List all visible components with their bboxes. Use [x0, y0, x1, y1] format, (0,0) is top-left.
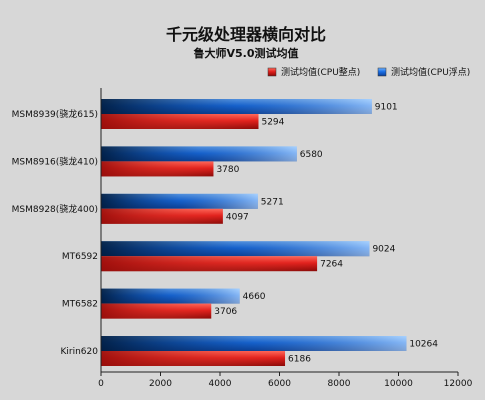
- value-label-int-0: 5294: [261, 118, 284, 128]
- legend-label-int: 测试均值(CPU整点): [281, 66, 360, 78]
- category-label-2: MSM8928(骁龙400): [12, 203, 98, 215]
- x-tick-label-4: 8000: [328, 379, 351, 389]
- x-tick-label-2: 4000: [209, 379, 232, 389]
- bar-int-shade-0: [101, 114, 259, 129]
- category-label-1: MSM8916(骁龙410): [12, 155, 98, 167]
- value-label-int-4: 3706: [214, 307, 237, 317]
- labels-group: 9101 5294 MSM8939(骁龙615) 6580 3780 MSM8916(骁龙…: [12, 103, 439, 365]
- legend-label-float: 测试均值(CPU浮点): [391, 66, 470, 78]
- bar-int-shade-3: [101, 256, 318, 272]
- chart-subtitle: 鲁大师V5.0测试均值: [194, 46, 299, 60]
- value-label-int-3: 7264: [320, 260, 343, 270]
- value-label-int-1: 3780: [216, 165, 239, 175]
- value-label-int-2: 4097: [226, 212, 249, 222]
- bar-int-shade-4: [101, 303, 212, 319]
- value-label-float-5: 10264: [409, 340, 438, 350]
- bar-float-shade-3: [101, 241, 370, 257]
- value-label-float-4: 4660: [243, 292, 266, 302]
- x-ticks: 0 2000 4000 6000 8000 10000 12000: [98, 372, 473, 389]
- value-label-float-1: 6580: [300, 150, 323, 160]
- bar-int-shade-2: [101, 208, 223, 224]
- value-label-float-3: 9024: [372, 245, 395, 255]
- legend-swatch-int: [267, 67, 277, 77]
- bars-group: [101, 99, 407, 366]
- value-label-int-5: 6186: [288, 355, 311, 365]
- category-label-0: MSM8939(骁龙615): [12, 108, 98, 120]
- x-tick-label-0: 0: [98, 379, 104, 389]
- bar-int-shade-5: [101, 351, 286, 366]
- bar-float-shade-1: [101, 146, 297, 162]
- bar-float-shade-5: [101, 336, 407, 351]
- x-tick-label-1: 2000: [149, 379, 172, 389]
- category-label-3: MT6592: [62, 252, 98, 262]
- category-label-5: Kirin620: [61, 347, 99, 357]
- chart-title: 千元级处理器横向对比: [166, 25, 326, 44]
- bar-float-shade-4: [101, 288, 240, 304]
- bar-float-shade-0: [101, 99, 372, 114]
- x-tick-label-5: 10000: [384, 379, 413, 389]
- bar-float-shade-2: [101, 193, 258, 209]
- x-tick-label-3: 6000: [268, 379, 291, 389]
- value-label-float-0: 9101: [375, 103, 398, 113]
- x-tick-label-6: 12000: [444, 379, 473, 389]
- bar-int-shade-1: [101, 161, 214, 177]
- value-label-float-2: 5271: [261, 197, 284, 207]
- legend-swatch-float: [377, 67, 387, 77]
- legend: 测试均值(CPU整点) 测试均值(CPU浮点): [267, 66, 470, 78]
- category-label-4: MT6582: [62, 300, 98, 310]
